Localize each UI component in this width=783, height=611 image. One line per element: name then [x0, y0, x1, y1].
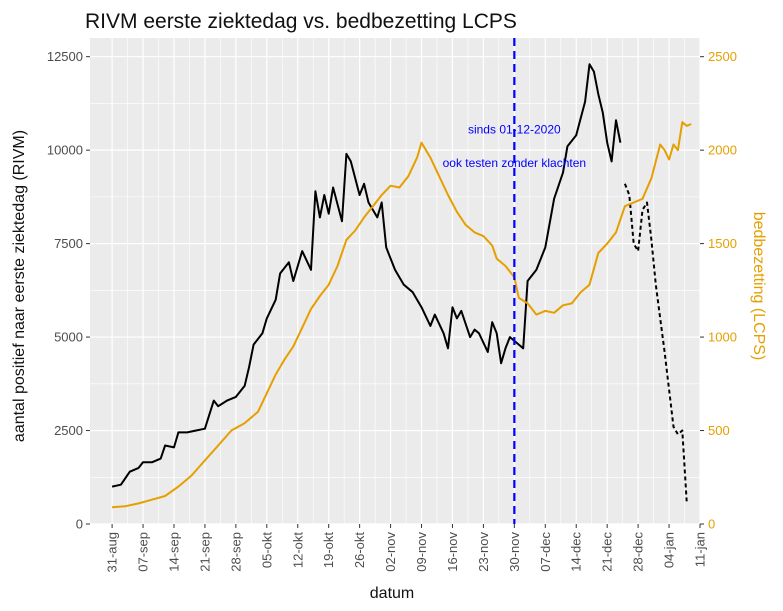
x-tick-label: 14-sep	[166, 532, 181, 572]
annotation: sinds 01-12-2020 ook testen zonder klach…	[443, 38, 586, 524]
x-tick-label: 04-jan	[662, 532, 677, 568]
x-tick-label: 31-aug	[105, 532, 120, 572]
y-axis-title: aantal positief naar eerste ziektedag (R…	[11, 130, 28, 442]
x-tick-label: 30-nov	[507, 532, 522, 572]
x-tick-label: 23-nov	[476, 532, 491, 572]
x-tick-label: 02-nov	[383, 532, 398, 572]
annotation-line-2: ook testen zonder klachten	[443, 156, 586, 170]
x-tick-label: 05-okt	[259, 532, 274, 569]
series-line-rivm	[111, 63, 622, 488]
y2-tick-label: 0	[708, 517, 715, 532]
x-tick-label: 19-okt	[321, 532, 336, 569]
y-tick-label: 5000	[54, 330, 83, 345]
x-tick-label: 14-dec	[569, 532, 584, 572]
series-line-rivm_incomplete	[623, 183, 688, 502]
x-tick-label: 28-dec	[631, 532, 646, 572]
y-tick-label: 10000	[47, 143, 83, 158]
y2-axis-title: bedbezetting (LCPS)	[750, 212, 767, 361]
chart-title: RIVM eerste ziektedag vs. bedbezetting L…	[85, 10, 517, 33]
x-tick-label: 28-sep	[228, 532, 243, 572]
x-tick-label: 26-okt	[352, 532, 367, 569]
x-tick-label: 21-dec	[600, 532, 615, 572]
y-tick-label: 12500	[47, 49, 83, 64]
x-tick-label: 12-okt	[290, 532, 305, 569]
y2-tick-label: 1500	[708, 236, 737, 251]
x-tick-label: 11-jan	[693, 532, 708, 567]
x-tick-label: 07-sep	[136, 532, 151, 572]
y2-tick-label: 1000	[708, 330, 737, 345]
x-tick-label: 16-nov	[445, 532, 460, 572]
annotation-line-1: sinds 01-12-2020	[468, 122, 561, 136]
y2-tick-label: 2000	[708, 143, 737, 158]
x-tick-label: 07-dec	[538, 532, 553, 572]
x-axis-title: datum	[370, 585, 414, 602]
axes: 0 2500 5000 7500 10000 12500 0 500 1000 1500 2000 2…	[47, 49, 737, 572]
y-tick-label: 7500	[54, 236, 83, 251]
y2-tick-label: 500	[708, 423, 730, 438]
y-tick-label: 0	[76, 517, 83, 532]
series-line-lcps	[112, 121, 692, 509]
x-tick-label: 09-nov	[414, 532, 429, 572]
plot-panel	[90, 38, 700, 524]
y-tick-label: 2500	[54, 423, 83, 438]
y2-tick-label: 2500	[708, 49, 737, 64]
series-layer	[111, 63, 692, 509]
grid	[90, 38, 701, 525]
x-tick-label: 21-sep	[197, 532, 212, 572]
